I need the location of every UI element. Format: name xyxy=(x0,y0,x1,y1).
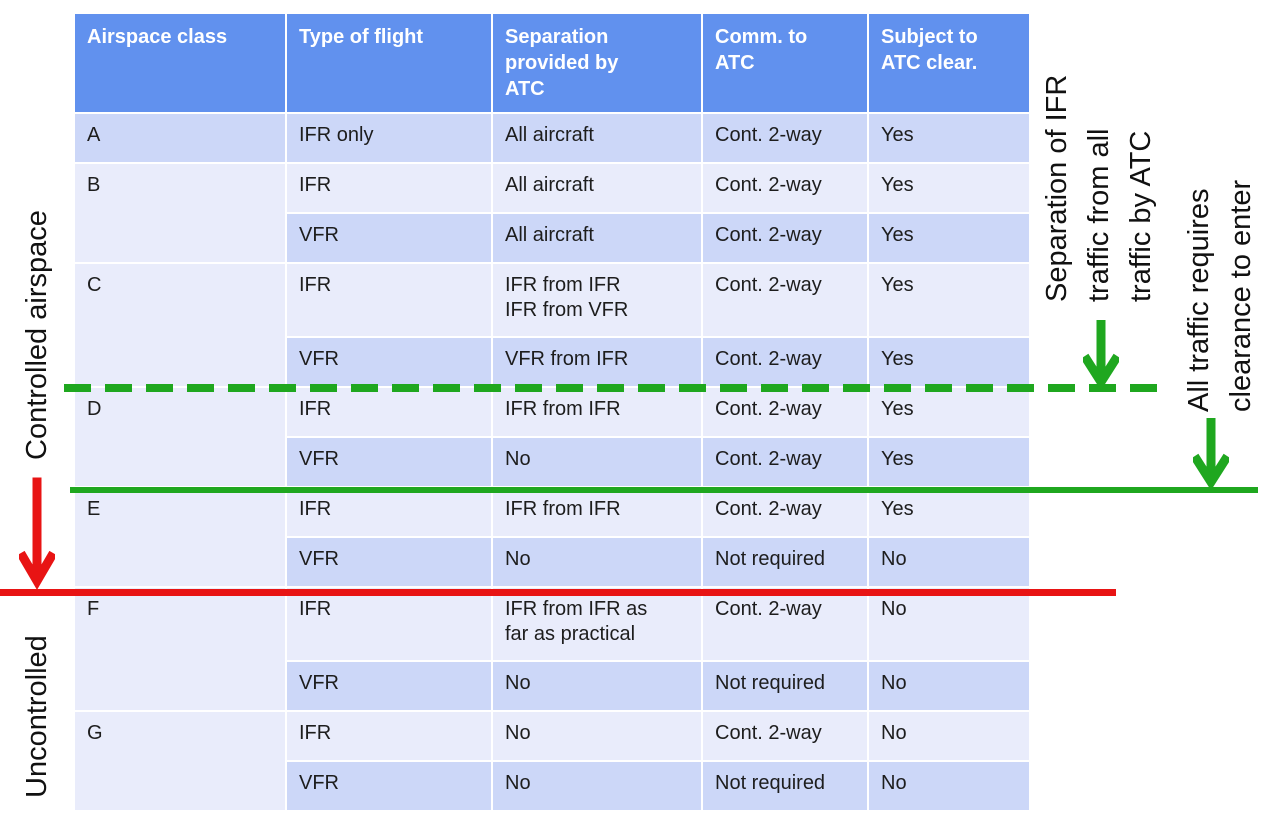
table-row-f-vfr: VFR No Not required No xyxy=(75,662,1029,710)
cell-clearance: No xyxy=(869,588,1029,660)
cell-type: VFR xyxy=(287,214,491,262)
table-row-g-vfr: VFR No Not required No xyxy=(75,762,1029,810)
table-row-d-ifr: D IFR IFR from IFR Cont. 2-way Yes xyxy=(75,388,1029,486)
cell-comm: Cont. 2-way xyxy=(703,588,867,660)
table-row-e-ifr: E IFR IFR from IFR Cont. 2-way Yes xyxy=(75,488,1029,586)
cell-comm: Not required xyxy=(703,538,867,586)
cell-comm: Cont. 2-way xyxy=(703,264,867,336)
cell-clearance: No xyxy=(869,762,1029,810)
cell-clearance: Yes xyxy=(869,114,1029,162)
cell-clearance: Yes xyxy=(869,214,1029,262)
cell-separation: IFR from IFR IFR from VFR xyxy=(493,264,701,336)
cell-clearance: Yes xyxy=(869,264,1029,336)
column-header-separation: Separation provided by ATC xyxy=(493,14,701,112)
cell-clearance: Yes xyxy=(869,388,1029,436)
cell-class-c: C xyxy=(75,264,285,386)
cell-separation: No xyxy=(493,538,701,586)
table-row-a: A IFR only All aircraft Cont. 2-way Yes xyxy=(75,114,1029,162)
controlled-uncontrolled-boundary-line xyxy=(0,589,1116,596)
cell-separation: All aircraft xyxy=(493,114,701,162)
separation-note-label: Separation of IFR traffic from all traff… xyxy=(1041,74,1157,302)
cell-clearance: No xyxy=(869,538,1029,586)
cell-comm: Not required xyxy=(703,762,867,810)
cell-comm: Cont. 2-way xyxy=(703,388,867,436)
cell-separation: IFR from IFR xyxy=(493,488,701,536)
cell-comm: Cont. 2-way xyxy=(703,438,867,486)
cell-type: VFR xyxy=(287,762,491,810)
cell-clearance: Yes xyxy=(869,338,1029,386)
cell-clearance: No xyxy=(869,712,1029,760)
cell-class-b: B xyxy=(75,164,285,262)
cell-comm: Not required xyxy=(703,662,867,710)
cell-class-d: D xyxy=(75,388,285,486)
cell-separation: All aircraft xyxy=(493,164,701,212)
table-row-d-vfr: VFR No Cont. 2-way Yes xyxy=(75,438,1029,486)
controlled-airspace-label: Controlled airspace xyxy=(21,210,53,460)
cell-comm: Cont. 2-way xyxy=(703,164,867,212)
uncontrolled-label: Uncontrolled xyxy=(21,635,53,798)
airspace-class-table: Airspace class Type of flight Separation… xyxy=(73,12,1031,812)
cell-separation: No xyxy=(493,712,701,760)
column-header-comm: Comm. to ATC xyxy=(703,14,867,112)
cell-type: IFR xyxy=(287,488,491,536)
cell-separation: No xyxy=(493,662,701,710)
cell-type: IFR xyxy=(287,588,491,660)
column-header-clearance: Subject to ATC clear. xyxy=(869,14,1029,112)
column-header-type-of-flight: Type of flight xyxy=(287,14,491,112)
clearance-boundary-line xyxy=(70,487,1258,493)
table-row-f-ifr: F IFR IFR from IFR as far as practical C… xyxy=(75,588,1029,710)
cell-separation: No xyxy=(493,762,701,810)
cell-comm: Cont. 2-way xyxy=(703,338,867,386)
cell-class-a: A xyxy=(75,114,285,162)
uncontrolled-boundary-arrow-icon xyxy=(19,477,55,589)
header-row: Airspace class Type of flight Separation… xyxy=(75,14,1029,112)
cell-type: IFR xyxy=(287,264,491,336)
cell-type: IFR only xyxy=(287,114,491,162)
cell-type: IFR xyxy=(287,712,491,760)
cell-comm: Cont. 2-way xyxy=(703,712,867,760)
cell-class-g: G xyxy=(75,712,285,810)
cell-type: IFR xyxy=(287,388,491,436)
clearance-boundary-arrow-icon xyxy=(1193,418,1229,490)
table-row-c-vfr: VFR VFR from IFR Cont. 2-way Yes xyxy=(75,338,1029,386)
table-row-c-ifr: C IFR IFR from IFR IFR from VFR Cont. 2-… xyxy=(75,264,1029,386)
column-header-airspace-class: Airspace class xyxy=(75,14,285,112)
cell-separation: IFR from IFR as far as practical xyxy=(493,588,701,660)
clearance-note-label: All traffic requires clearance to enter xyxy=(1183,179,1257,412)
cell-type: VFR xyxy=(287,538,491,586)
cell-type: VFR xyxy=(287,662,491,710)
table-row-b-ifr: B IFR All aircraft Cont. 2-way Yes xyxy=(75,164,1029,262)
cell-separation: VFR from IFR xyxy=(493,338,701,386)
cell-class-e: E xyxy=(75,488,285,586)
cell-type: VFR xyxy=(287,338,491,386)
cell-comm: Cont. 2-way xyxy=(703,114,867,162)
cell-comm: Cont. 2-way xyxy=(703,214,867,262)
cell-clearance: Yes xyxy=(869,488,1029,536)
table-row-b-vfr: VFR All aircraft Cont. 2-way Yes xyxy=(75,214,1029,262)
cell-type: VFR xyxy=(287,438,491,486)
table-row-g-ifr: G IFR No Cont. 2-way No xyxy=(75,712,1029,810)
cell-comm: Cont. 2-way xyxy=(703,488,867,536)
cell-clearance: Yes xyxy=(869,438,1029,486)
separation-boundary-arrow-icon xyxy=(1083,320,1119,390)
cell-clearance: Yes xyxy=(869,164,1029,212)
cell-separation: All aircraft xyxy=(493,214,701,262)
cell-separation: No xyxy=(493,438,701,486)
separation-boundary-dashed-line xyxy=(64,384,1160,392)
table-row-e-vfr: VFR No Not required No xyxy=(75,538,1029,586)
cell-separation: IFR from IFR xyxy=(493,388,701,436)
cell-clearance: No xyxy=(869,662,1029,710)
cell-type: IFR xyxy=(287,164,491,212)
cell-class-f: F xyxy=(75,588,285,710)
